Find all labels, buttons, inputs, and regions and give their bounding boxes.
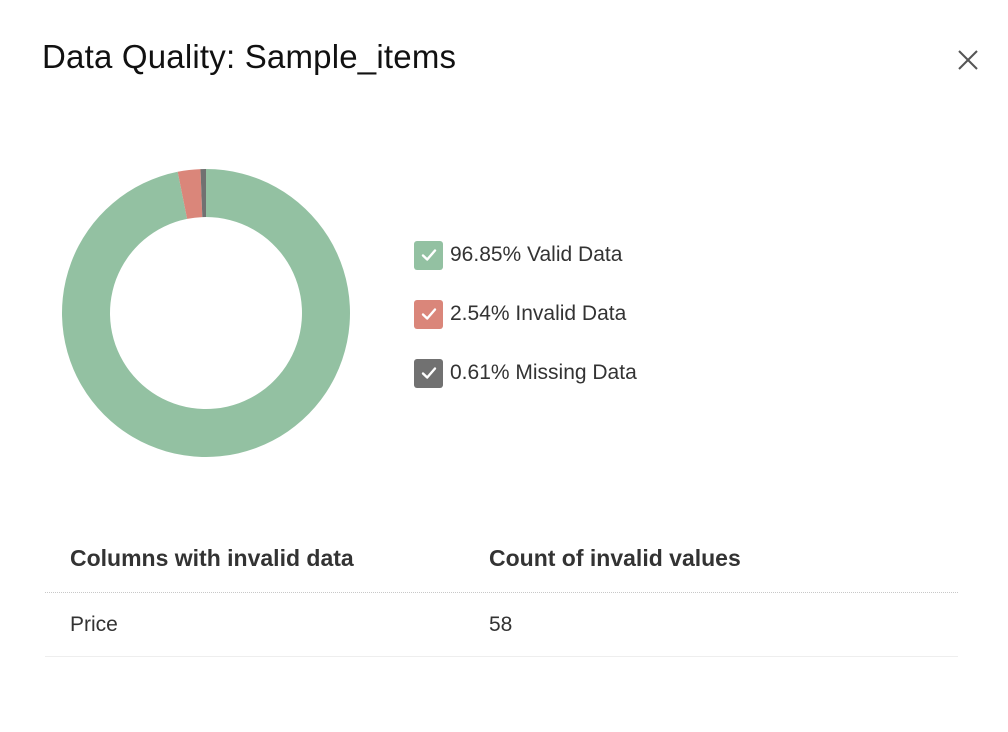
column-header-count: Count of invalid values [489,545,741,571]
table-row: Price 58 [45,593,958,657]
close-icon [958,50,978,70]
check-icon [421,249,436,261]
donut-slice-missing-data[interactable] [200,169,206,218]
legend-checkbox-invalid[interactable] [414,299,443,329]
cell-column-name: Price [70,612,118,636]
chart-legend: 96.85% Valid Data 2.54% Invalid Data 0.6… [414,240,637,417]
donut-slice-invalid-data[interactable] [177,169,203,219]
legend-item-missing[interactable]: 0.61% Missing Data [414,358,637,388]
donut-slice-valid-data[interactable] [62,169,351,457]
legend-item-valid[interactable]: 96.85% Valid Data [414,240,637,270]
donut-chart [55,160,365,470]
legend-checkbox-valid[interactable] [414,240,443,270]
check-icon [421,367,436,379]
legend-label-valid: 96.85% Valid Data [450,243,623,266]
invalid-columns-table: Columns with invalid data Count of inval… [45,525,958,657]
legend-label-invalid: 2.54% Invalid Data [450,302,627,325]
close-button[interactable] [952,44,984,76]
dialog-title: Data Quality: Sample_items [42,38,457,75]
table-header-row: Columns with invalid data Count of inval… [45,525,958,593]
donut-chart-svg [62,169,351,457]
legend-item-invalid[interactable]: 2.54% Invalid Data [414,299,637,329]
legend-checkbox-missing[interactable] [414,358,443,388]
cell-invalid-count: 58 [489,612,513,636]
column-header-columns: Columns with invalid data [70,545,354,571]
legend-label-missing: 0.61% Missing Data [450,361,637,384]
check-icon [421,308,436,320]
